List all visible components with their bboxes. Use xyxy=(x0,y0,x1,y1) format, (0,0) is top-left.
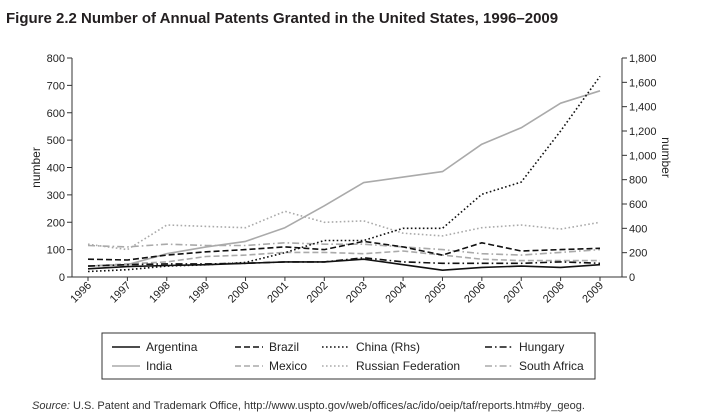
y-tick-label-left: 0 xyxy=(59,272,65,284)
figure-title: Figure 2.2 Number of Annual Patents Gran… xyxy=(6,10,559,27)
series-line-mexico xyxy=(87,250,600,267)
legend-label-mexico: Mexico xyxy=(269,359,307,373)
series-line-china-rhs xyxy=(87,75,601,273)
x-tick-label: 2005 xyxy=(423,280,449,306)
y-tick-label-right: 800 xyxy=(629,175,647,187)
legend-label-hungary: Hungary xyxy=(519,340,564,354)
y-tick-label-right: 0 xyxy=(629,272,635,284)
x-tick-label: 2003 xyxy=(344,280,370,306)
y-tick-label-left: 300 xyxy=(47,190,65,202)
legend-box xyxy=(101,332,596,380)
y-tick-label-right: 1,000 xyxy=(629,150,657,162)
y-tick-label-left: 400 xyxy=(47,163,65,175)
x-tick-label: 2002 xyxy=(305,280,331,306)
legend-label-argentina: Argentina xyxy=(146,340,198,354)
x-tick-label: 2001 xyxy=(265,280,291,306)
y-tick-label-left: 200 xyxy=(47,217,65,229)
y-tick-label-left: 600 xyxy=(47,108,65,120)
y-tick-label-right: 600 xyxy=(629,199,647,211)
x-tick-label: 1999 xyxy=(186,280,212,306)
source-note: Source: U.S. Patent and Trademark Office… xyxy=(32,400,585,412)
y-tick-label-right: 200 xyxy=(629,248,647,260)
source-label: Source: xyxy=(32,400,70,412)
y-tick-label-right: 1,600 xyxy=(629,77,657,89)
series-line-brazil xyxy=(87,240,601,261)
legend-label-south-africa: South Africa xyxy=(519,359,584,373)
legend-label-russian-federation: Russian Federation xyxy=(356,359,460,373)
x-tick-label: 2006 xyxy=(462,280,488,306)
y-tick-label-right: 1,200 xyxy=(629,126,657,138)
y-tick-label-right: 1,800 xyxy=(629,53,657,65)
series-line-india xyxy=(87,90,601,267)
x-tick-label: 1996 xyxy=(68,280,94,306)
x-tick-label: 1998 xyxy=(147,280,173,306)
y-tick-label-left: 700 xyxy=(47,80,65,92)
legend-label-china-rhs: China (Rhs) xyxy=(356,340,420,354)
x-tick-label: 2000 xyxy=(226,280,252,306)
patents-line-chart: 0 100 200 300 400 500 600 700 800 0 200 400 600 800 1,… xyxy=(29,53,673,380)
legend-label-brazil: Brazil xyxy=(269,340,299,354)
series-line-south-africa xyxy=(87,242,601,256)
y-tick-label-right: 1,400 xyxy=(629,102,657,114)
y-tick-label-right: 400 xyxy=(629,223,647,235)
x-tick-label: 2007 xyxy=(502,280,528,306)
series-line-russian-federation xyxy=(87,210,601,251)
y-tick-label-left: 800 xyxy=(47,53,65,65)
x-tick-label: 2004 xyxy=(383,280,409,306)
y-axis-title-left: number xyxy=(29,147,43,188)
series-line-hungary xyxy=(87,256,601,267)
y-tick-label-left: 100 xyxy=(47,245,65,257)
x-tick-label: 2009 xyxy=(580,280,606,306)
y-axis-title-right: number xyxy=(659,137,673,178)
source-text: U.S. Patent and Trademark Office, http:/… xyxy=(69,400,585,412)
legend-label-india: India xyxy=(146,359,172,373)
x-tick-label: 1997 xyxy=(108,280,134,306)
x-tick-label: 2008 xyxy=(541,280,567,306)
y-tick-label-left: 500 xyxy=(47,135,65,147)
